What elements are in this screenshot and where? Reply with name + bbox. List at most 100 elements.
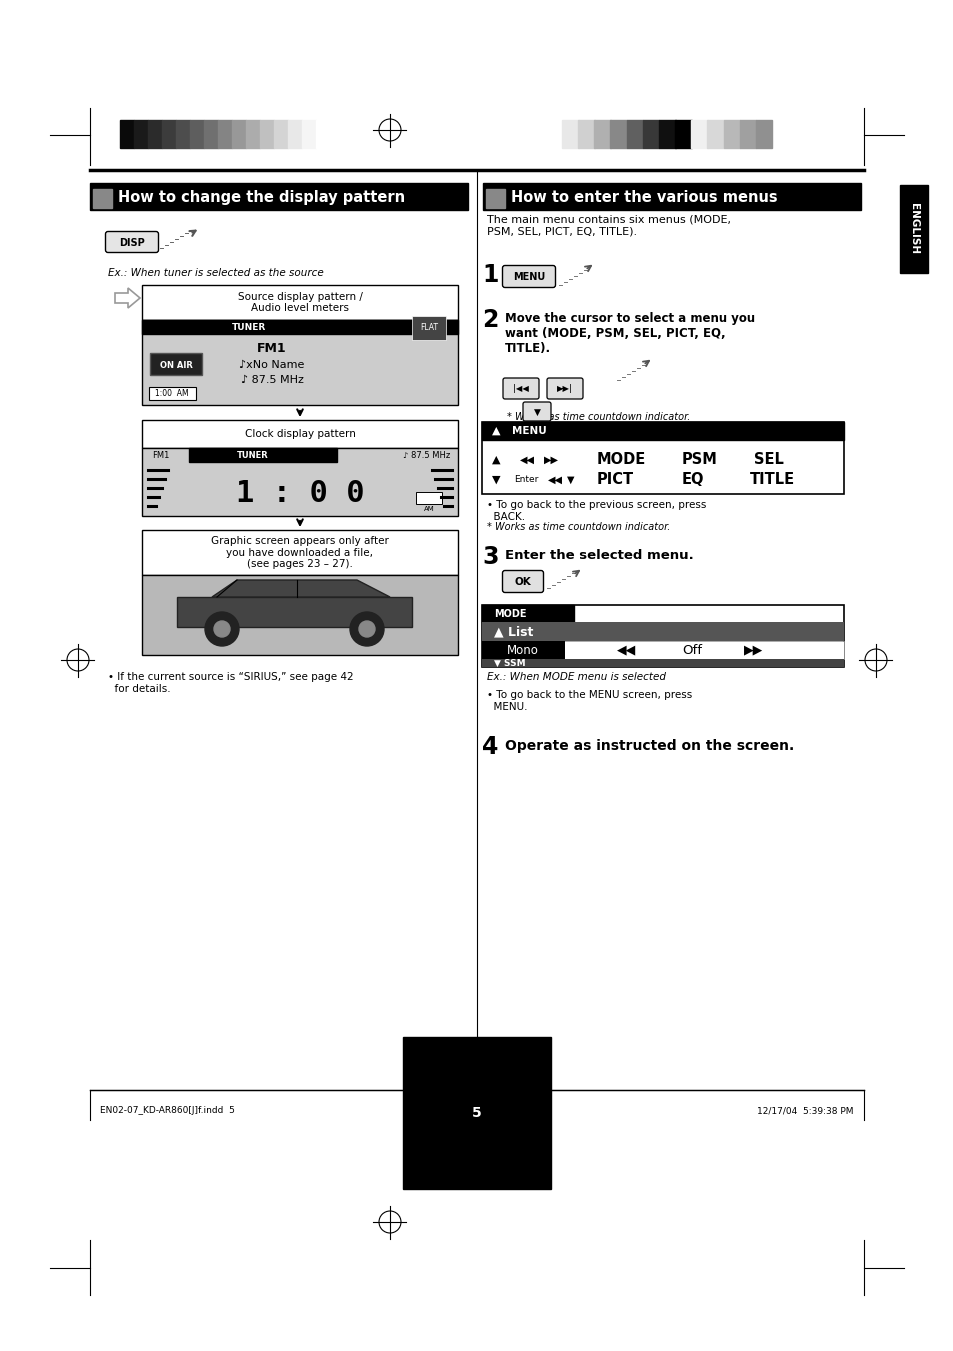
Bar [561,120,578,149]
Bar [260,120,274,149]
Bar [481,659,843,667]
Bar [133,120,149,149]
FancyBboxPatch shape [502,266,555,288]
Text: FM1: FM1 [257,342,287,354]
Text: ♪xNo Name: ♪xNo Name [239,359,304,370]
Text: Graphic screen appears only after
you have downloaded a file,
(see pages 23 – 27: Graphic screen appears only after you ha… [211,536,389,569]
Polygon shape [212,580,390,597]
Circle shape [350,612,384,646]
Bar [675,120,691,149]
Text: TUNER: TUNER [236,451,269,461]
Text: ◀◀: ◀◀ [519,455,535,465]
Text: FLAT: FLAT [419,323,437,332]
Bar [92,189,112,208]
Bar [142,320,457,405]
Bar [90,182,468,209]
Text: The main menu contains six menus (MODE,
PSM, SEL, PICT, EQ, TITLE).: The main menu contains six menus (MODE, … [486,215,730,236]
Text: PICT: PICT [597,473,634,488]
Text: ON AIR: ON AIR [159,361,193,370]
Text: EN02-07_KD-AR860[J]f.indd  5: EN02-07_KD-AR860[J]f.indd 5 [100,1106,234,1115]
Bar [142,285,457,320]
Text: 5: 5 [472,1106,481,1120]
Text: Mono: Mono [507,643,538,657]
Text: ▼: ▼ [566,476,574,485]
Bar [481,605,843,667]
Text: ◀◀: ◀◀ [547,476,562,485]
Text: 1 : 0 0: 1 : 0 0 [235,478,364,508]
Circle shape [213,621,230,638]
Text: • To go back to the MENU screen, press
  MENU.: • To go back to the MENU screen, press M… [486,690,692,712]
Text: ♪ 87.5 MHz: ♪ 87.5 MHz [402,451,450,461]
Bar [142,320,457,334]
Bar [722,120,740,149]
Text: ▼ SSM: ▼ SSM [494,658,525,667]
Text: Move the cursor to select a menu you
want (MODE, PSM, SEL, PICT, EQ,
TITLE).: Move the cursor to select a menu you wan… [504,312,755,355]
Text: TITLE: TITLE [749,473,794,488]
Bar [232,120,246,149]
Text: Source display pattern /
Audio level meters: Source display pattern / Audio level met… [237,292,362,313]
Text: ▼: ▼ [533,408,539,416]
Text: ◀◀: ◀◀ [617,643,636,657]
Text: ▲ List: ▲ List [494,626,533,639]
Bar [246,120,260,149]
Bar [315,120,330,149]
Bar [120,120,134,149]
Bar [482,182,861,209]
Text: 12/17/04  5:39:38 PM: 12/17/04 5:39:38 PM [757,1106,853,1115]
Bar [481,640,564,659]
Text: * Works as time countdown indicator.: * Works as time countdown indicator. [486,521,670,532]
Text: PSM: PSM [681,453,717,467]
Bar [755,120,772,149]
Text: AM: AM [423,507,434,512]
Bar [189,449,336,462]
Text: ♪ 87.5 MHz: ♪ 87.5 MHz [240,376,303,385]
Bar [481,422,843,494]
Bar [594,120,610,149]
Text: MODE: MODE [494,609,526,619]
Text: TUNER: TUNER [232,323,266,332]
Bar [288,120,302,149]
Text: |◀◀: |◀◀ [513,384,528,393]
Circle shape [358,621,375,638]
Bar [481,605,574,621]
Bar [175,120,191,149]
Bar [481,621,843,640]
Bar [691,120,707,149]
Text: Clock display pattern: Clock display pattern [244,430,355,439]
Text: ▶▶: ▶▶ [743,643,762,657]
Bar [642,120,659,149]
Bar [485,189,504,208]
Text: * Works as time countdown indicator.: * Works as time countdown indicator. [506,412,690,422]
Bar [416,492,441,504]
Bar [610,120,626,149]
Text: 3: 3 [481,544,498,569]
Text: MODE: MODE [597,453,645,467]
Bar [481,640,843,659]
Bar [148,120,162,149]
FancyBboxPatch shape [546,378,582,399]
FancyBboxPatch shape [502,378,538,399]
Text: Operate as instructed on the screen.: Operate as instructed on the screen. [504,739,794,753]
Bar [162,120,176,149]
Bar [739,120,756,149]
Text: ▶▶: ▶▶ [543,455,558,465]
Text: MENU: MENU [513,272,544,282]
Circle shape [205,612,239,646]
Text: OK: OK [514,577,531,586]
Bar [142,530,457,576]
Bar [578,120,594,149]
Text: Enter the selected menu.: Enter the selected menu. [504,549,693,562]
FancyBboxPatch shape [522,403,551,422]
Bar [706,120,723,149]
Bar [150,353,202,376]
Bar [302,120,316,149]
Bar [190,120,204,149]
Bar [659,120,675,149]
Text: Enter: Enter [514,476,537,485]
FancyBboxPatch shape [106,231,158,253]
Bar [626,120,642,149]
Text: Ex.: When tuner is selected as the source: Ex.: When tuner is selected as the sourc… [108,267,323,278]
Text: EQ: EQ [681,473,703,488]
Bar [149,386,195,400]
Text: How to enter the various menus: How to enter the various menus [511,190,777,205]
